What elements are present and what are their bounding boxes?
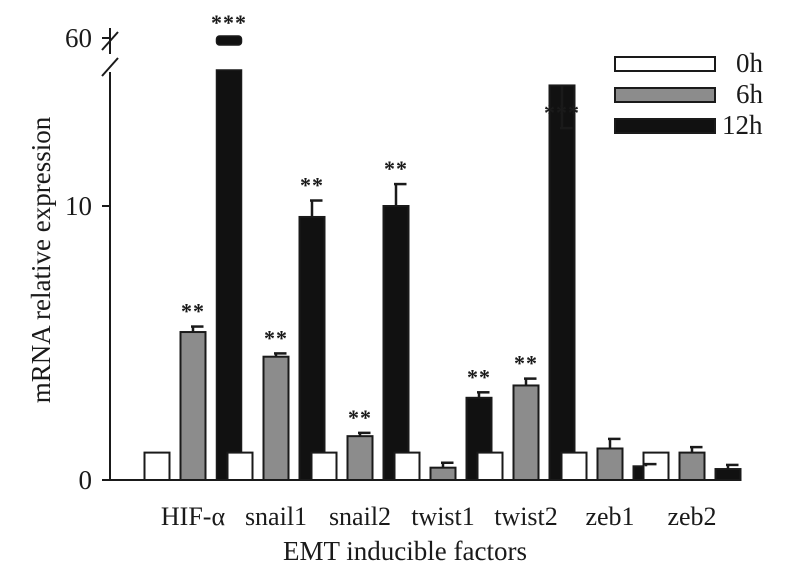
significance-12h-0: *** xyxy=(211,10,247,35)
significance-12h-4: *** xyxy=(544,100,580,125)
y-tick-label-60: 60 xyxy=(65,23,92,53)
x-category-label-1: snail1 xyxy=(245,502,307,531)
bar-0h-5 xyxy=(560,451,588,482)
significance-layer: ******************** xyxy=(181,10,580,430)
significance-12h-3: ** xyxy=(467,364,491,389)
bar-6h-3 xyxy=(429,466,457,482)
y-ticks: 0 10 60 xyxy=(65,23,110,495)
x-category-label-4: twist2 xyxy=(494,502,558,531)
y-axis-label: mRNA relative expression xyxy=(26,116,56,403)
bar-12h-0 xyxy=(215,69,243,481)
bar-0h-4 xyxy=(476,451,504,482)
bar-6h-4 xyxy=(512,384,540,481)
bar-12h-4 xyxy=(548,84,576,481)
error-bars-layer xyxy=(191,85,739,470)
y-axis-break-mark-upper xyxy=(101,31,119,51)
bar-0h-2 xyxy=(310,451,338,482)
significance-12h-1: ** xyxy=(300,173,324,198)
bar-0h-1 xyxy=(226,451,254,482)
bar-0h-6 xyxy=(642,451,670,482)
significance-6h-4: ** xyxy=(514,351,538,376)
significance-6h-0: ** xyxy=(181,299,205,324)
bar-6h-1 xyxy=(262,355,290,482)
x-category-label-2: snail2 xyxy=(329,502,391,531)
bar-6h-0 xyxy=(179,331,207,482)
bar-12h-1 xyxy=(298,215,326,482)
x-category-label-3: twist1 xyxy=(411,502,475,531)
y-axis-break-mark-lower xyxy=(101,57,119,77)
x-category-label-5: zeb1 xyxy=(585,502,634,531)
legend-swatch-12h xyxy=(614,118,716,134)
y-tick-label-0: 0 xyxy=(79,465,93,495)
y-tick-label-10: 10 xyxy=(65,191,92,221)
bar-0h-3 xyxy=(393,451,421,482)
legend-label-12h: 12h xyxy=(722,110,763,140)
bar-12h-0-cap xyxy=(215,35,243,46)
legend-swatch-0h xyxy=(614,56,716,72)
bar-6h-5 xyxy=(596,447,624,481)
legend: 0h 6h 12h xyxy=(614,48,764,140)
bars-layer xyxy=(143,35,742,482)
x-category-label-6: zeb2 xyxy=(667,502,716,531)
significance-6h-2: ** xyxy=(348,405,372,430)
legend-swatch-6h xyxy=(614,87,716,103)
x-axis-label: EMT inducible factors xyxy=(283,536,527,566)
bar-6h-6 xyxy=(678,451,706,482)
significance-12h-2: ** xyxy=(384,156,408,181)
legend-label-6h: 6h xyxy=(736,79,764,109)
bar-12h-6 xyxy=(714,468,742,482)
bar-6h-2 xyxy=(346,435,374,482)
x-category-label-0: HIF-α xyxy=(161,502,226,531)
x-category-labels: HIF-α snail1 snail2 twist1 twist2 zeb1 zeb2 xyxy=(161,502,717,531)
significance-6h-1: ** xyxy=(264,325,288,350)
legend-label-0h: 0h xyxy=(736,48,764,78)
bar-0h-0 xyxy=(143,451,171,482)
bar-12h-2 xyxy=(382,205,410,481)
